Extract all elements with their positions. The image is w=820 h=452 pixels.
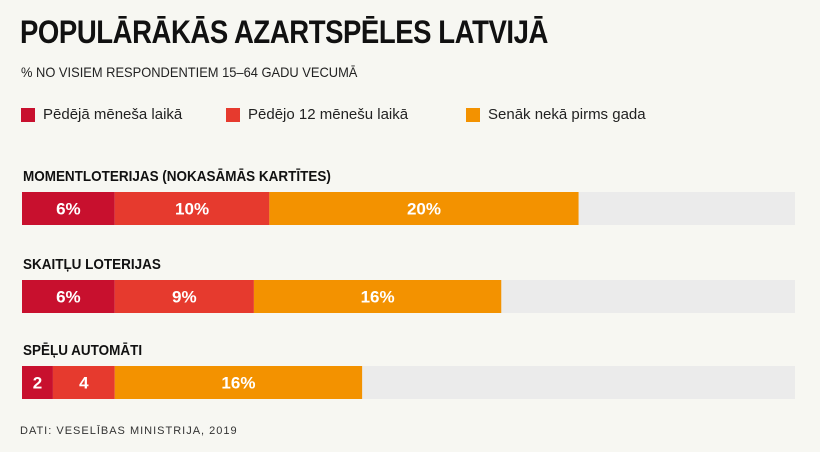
legend-swatch-last-12-months (226, 107, 240, 122)
bar-segment (52, 366, 115, 399)
source-note: DATI: VESELĪBAS MINISTRIJA, 2019 (20, 425, 238, 437)
legend-swatch-earlier (466, 107, 480, 122)
legend-label-last-month: Pēdējā mēneša laikā (43, 106, 183, 123)
chart-title: POPULĀRĀKĀS AZARTSPĒLES LATVIJĀ (20, 14, 548, 50)
segment-value-label: 16% (221, 374, 255, 393)
chart-subtitle: % NO VISIEM RESPONDENTIEM 15–64 GADU VEC… (21, 64, 358, 80)
bar-segment (114, 366, 363, 399)
segment-value-label: 6% (56, 200, 81, 219)
legend-label-last-12-months: Pēdējo 12 mēnešu laikā (248, 106, 409, 123)
bar-group: SPĒĻU AUTOMĀTI 2 4 16% (22, 341, 795, 399)
category-label: SPĒĻU AUTOMĀTI (23, 341, 142, 359)
segment-value-label: 6% (56, 288, 81, 307)
segment-value-label: 10% (175, 200, 209, 219)
bar-group: MOMENTLOTERIJAS (NOKASĀMĀS KARTĪTES) 6% 10… (22, 167, 795, 225)
legend-label-earlier: Senāk nekā pirms gada (488, 106, 646, 123)
segment-value-label: 4 (79, 374, 89, 393)
bar-group: SKAITĻU LOTERIJAS 6% 9% 16% (22, 256, 795, 313)
bar-segment (22, 192, 115, 225)
legend-swatch-last-month (21, 107, 35, 122)
segment-value-label: 9% (172, 288, 197, 307)
segment-value-label: 2 (33, 374, 42, 393)
legend-item-earlier: Senāk nekā pirms gada (466, 106, 646, 123)
category-label: SKAITĻU LOTERIJAS (23, 256, 161, 273)
category-label: MOMENTLOTERIJAS (NOKASĀMĀS KARTĪTES) (23, 167, 331, 185)
bar-segment (22, 280, 115, 313)
bar-segment (253, 280, 502, 313)
segment-value-label: 16% (361, 288, 395, 307)
legend-item-last-month: Pēdējā mēneša laikā (21, 106, 182, 123)
legend: Pēdējā mēneša laikā Pēdējo 12 mēnešu lai… (0, 106, 820, 126)
bar-segment (114, 280, 254, 313)
legend-item-last-12-months: Pēdējo 12 mēnešu laikā (226, 106, 408, 123)
bar-segment (269, 192, 579, 225)
bar-segment (22, 366, 53, 399)
bar-segment (114, 192, 270, 225)
segment-value-label: 20% (407, 200, 441, 219)
